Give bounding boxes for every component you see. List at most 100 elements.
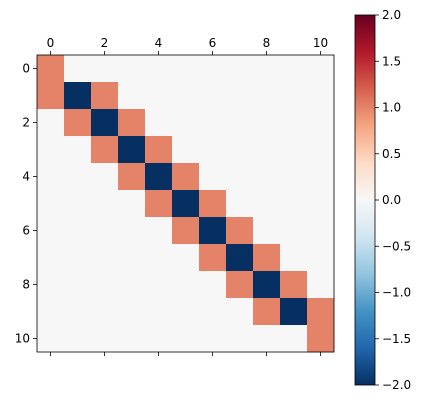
heatmap-cell	[145, 55, 173, 83]
heatmap-cell	[172, 325, 200, 353]
heatmap-cell	[226, 190, 254, 218]
heatmap-cell	[118, 271, 146, 299]
heatmap-cell	[226, 298, 254, 326]
heatmap-cell	[91, 271, 119, 299]
heatmap-cell	[91, 190, 119, 218]
x-axis: 0 2 4 6 8 10	[47, 36, 328, 356]
heatmap-cell	[199, 82, 227, 110]
heatmap-cell	[199, 271, 227, 299]
heatmap-cell	[199, 244, 227, 272]
heatmap-cell	[253, 163, 281, 191]
y-tick-label: 8	[22, 278, 30, 292]
heatmap-cell	[226, 244, 254, 272]
y-tick-label: 0	[22, 62, 30, 76]
heatmap-cell	[307, 244, 335, 272]
heatmap-cell	[226, 136, 254, 164]
heatmap-cell	[91, 163, 119, 191]
colorbar-tick-label: −1.0	[382, 286, 411, 300]
heatmap-cell	[37, 136, 65, 164]
heatmap-cell	[307, 55, 335, 83]
heatmap-cell	[64, 325, 92, 353]
heatmap-cell	[37, 217, 65, 245]
colorbar-tick-label: 1.0	[382, 101, 401, 115]
heatmap-cell	[118, 298, 146, 326]
heatmap-cell	[307, 271, 335, 299]
heatmap-cell	[145, 271, 173, 299]
heatmap-cell	[226, 163, 254, 191]
heatmap-cell	[64, 244, 92, 272]
heatmap-cell	[280, 190, 308, 218]
heatmap-cell	[64, 190, 92, 218]
heatmap-cell	[280, 325, 308, 353]
y-axis: 0 2 4 6 8 10	[15, 62, 37, 346]
heatmap-cell	[307, 163, 335, 191]
y-tick-label: 6	[22, 224, 30, 238]
heatmap-cell	[172, 271, 200, 299]
heatmap-cell	[91, 244, 119, 272]
heatmap-cell	[145, 190, 173, 218]
heatmap-cell	[145, 109, 173, 137]
colorbar-tick-label: −0.5	[382, 239, 411, 253]
x-tick-label: 2	[101, 36, 109, 50]
heatmap-cell	[145, 298, 173, 326]
heatmap-cell	[253, 271, 281, 299]
x-tick-label: 4	[155, 36, 163, 50]
x-tick-label: 0	[47, 36, 55, 50]
heatmap-cell	[64, 298, 92, 326]
heatmap-cell	[226, 109, 254, 137]
heatmap-cell	[64, 136, 92, 164]
colorbar-tick-label: 0.0	[382, 193, 401, 207]
heatmap-cell	[280, 271, 308, 299]
heatmap-cell	[253, 55, 281, 83]
heatmap-cell	[280, 298, 308, 326]
heatmap-cell	[307, 82, 335, 110]
heatmap-cell	[226, 325, 254, 353]
heatmap-cell	[37, 55, 65, 83]
heatmap-cell	[280, 55, 308, 83]
heatmap-cell	[118, 190, 146, 218]
heatmap-cell	[280, 136, 308, 164]
heatmap-cell	[145, 163, 173, 191]
y-tick-label: 10	[15, 332, 30, 346]
heatmap-cell	[226, 271, 254, 299]
heatmap-cell	[145, 244, 173, 272]
x-tick-label: 6	[209, 36, 217, 50]
heatmap-cell	[37, 325, 65, 353]
heatmap-cell	[253, 136, 281, 164]
heatmap-cell	[280, 82, 308, 110]
x-tick-label: 8	[263, 36, 271, 50]
heatmap-cell	[118, 163, 146, 191]
heatmap-cell	[91, 109, 119, 137]
heatmap-cell	[118, 244, 146, 272]
heatmap-cell	[226, 82, 254, 110]
heatmap-cell	[64, 271, 92, 299]
heatmap-cell	[145, 136, 173, 164]
heatmap-cell	[118, 109, 146, 137]
heatmap-cell	[199, 109, 227, 137]
heatmap-cell	[118, 325, 146, 353]
heatmap-cell	[37, 190, 65, 218]
heatmap-cell	[64, 163, 92, 191]
y-tick-label: 4	[22, 170, 30, 184]
colorbar-tick-label: −1.5	[382, 332, 411, 346]
heatmap-cell	[226, 55, 254, 83]
heatmap-cell	[280, 217, 308, 245]
heatmap-cell	[118, 217, 146, 245]
colorbar-tick-label: −2.0	[382, 378, 411, 392]
heatmap-cell	[118, 82, 146, 110]
x-tick-label: 10	[313, 36, 328, 50]
heatmap-cell	[91, 55, 119, 83]
heatmap-cell	[280, 244, 308, 272]
heatmap-cell	[37, 271, 65, 299]
heatmap-cell	[172, 244, 200, 272]
heatmap-cell	[91, 217, 119, 245]
heatmap-cell	[91, 82, 119, 110]
colorbar-tick-label: 1.5	[382, 54, 401, 68]
heatmap-cell	[199, 298, 227, 326]
y-tick-label: 2	[22, 116, 30, 130]
plot-frame	[36, 54, 335, 353]
heatmap-cell	[37, 82, 65, 110]
heatmap-cell	[145, 217, 173, 245]
heatmap-cell	[199, 325, 227, 353]
